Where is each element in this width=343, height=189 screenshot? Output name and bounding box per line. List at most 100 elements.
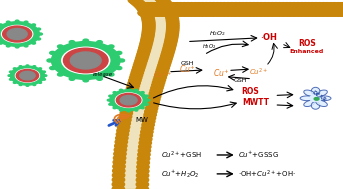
Circle shape: [161, 51, 174, 58]
Circle shape: [107, 99, 110, 101]
Circle shape: [117, 127, 129, 134]
Circle shape: [13, 68, 16, 69]
Circle shape: [138, 49, 150, 56]
Circle shape: [186, 9, 198, 16]
Circle shape: [142, 19, 155, 25]
Circle shape: [270, 3, 282, 9]
Circle shape: [151, 84, 163, 91]
Circle shape: [0, 22, 39, 46]
Circle shape: [161, 2, 173, 9]
Circle shape: [328, 3, 341, 9]
Circle shape: [26, 65, 29, 67]
Circle shape: [182, 3, 194, 9]
Circle shape: [69, 41, 75, 44]
Circle shape: [131, 69, 143, 76]
Circle shape: [284, 3, 297, 9]
Circle shape: [160, 9, 172, 16]
Circle shape: [109, 104, 112, 105]
Circle shape: [13, 82, 16, 83]
Circle shape: [114, 146, 127, 153]
Circle shape: [251, 9, 264, 16]
Circle shape: [9, 71, 12, 73]
Circle shape: [208, 9, 220, 16]
Circle shape: [166, 30, 179, 36]
Circle shape: [295, 9, 308, 16]
Circle shape: [154, 74, 166, 81]
Circle shape: [166, 32, 178, 38]
Circle shape: [0, 24, 2, 26]
Text: $Cu^{2+}$+GSH: $Cu^{2+}$+GSH: [161, 149, 202, 161]
Circle shape: [125, 91, 137, 98]
Circle shape: [178, 9, 190, 16]
Circle shape: [141, 34, 154, 40]
Circle shape: [141, 107, 144, 109]
Circle shape: [143, 20, 155, 27]
Circle shape: [138, 3, 150, 9]
Circle shape: [136, 53, 149, 60]
Circle shape: [336, 9, 343, 16]
Circle shape: [15, 46, 19, 48]
Circle shape: [277, 9, 289, 16]
Circle shape: [146, 102, 158, 109]
Circle shape: [153, 77, 166, 83]
Text: $Cu^{2+}$: $Cu^{2+}$: [249, 67, 269, 78]
Circle shape: [150, 87, 162, 94]
Circle shape: [19, 66, 22, 67]
Circle shape: [132, 67, 144, 74]
Circle shape: [153, 9, 165, 16]
Circle shape: [142, 122, 154, 128]
Circle shape: [160, 3, 172, 9]
Circle shape: [156, 67, 169, 74]
Circle shape: [218, 9, 231, 16]
Circle shape: [317, 3, 330, 9]
Circle shape: [26, 85, 29, 86]
Circle shape: [142, 30, 154, 37]
Circle shape: [143, 118, 155, 125]
Circle shape: [200, 9, 213, 16]
Circle shape: [152, 79, 165, 86]
Circle shape: [156, 9, 168, 16]
Circle shape: [215, 3, 227, 9]
Circle shape: [303, 9, 315, 16]
Circle shape: [112, 186, 125, 189]
Circle shape: [141, 11, 153, 18]
Circle shape: [116, 135, 128, 142]
Circle shape: [149, 93, 161, 100]
Circle shape: [122, 100, 135, 107]
Circle shape: [149, 3, 161, 9]
Circle shape: [161, 53, 173, 60]
Circle shape: [50, 51, 55, 54]
Text: $Cu^{+}$+$H_2O_2$: $Cu^{+}$+$H_2O_2$: [161, 168, 200, 180]
Circle shape: [244, 3, 257, 9]
Circle shape: [140, 9, 152, 15]
Circle shape: [108, 45, 114, 48]
Circle shape: [8, 75, 11, 76]
Circle shape: [58, 73, 63, 76]
Circle shape: [145, 105, 158, 112]
Circle shape: [7, 21, 10, 23]
Circle shape: [248, 3, 260, 9]
Circle shape: [139, 139, 152, 146]
Circle shape: [116, 93, 141, 107]
Circle shape: [112, 176, 125, 183]
Circle shape: [332, 9, 343, 16]
Circle shape: [277, 3, 289, 9]
Circle shape: [314, 3, 326, 9]
Circle shape: [281, 3, 293, 9]
Circle shape: [115, 139, 128, 145]
Circle shape: [163, 45, 175, 52]
Circle shape: [237, 3, 249, 9]
Circle shape: [142, 15, 154, 21]
Circle shape: [135, 57, 147, 64]
Circle shape: [70, 52, 101, 69]
Circle shape: [237, 9, 249, 16]
Circle shape: [137, 51, 149, 58]
Circle shape: [138, 47, 151, 53]
Circle shape: [314, 98, 319, 100]
Circle shape: [120, 89, 122, 91]
Circle shape: [270, 9, 282, 16]
Circle shape: [142, 9, 154, 16]
Ellipse shape: [316, 90, 327, 96]
Circle shape: [137, 172, 149, 179]
Circle shape: [32, 42, 35, 44]
